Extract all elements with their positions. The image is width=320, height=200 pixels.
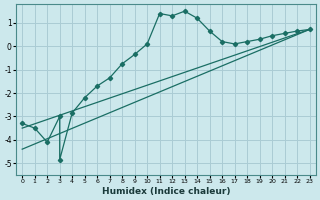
X-axis label: Humidex (Indice chaleur): Humidex (Indice chaleur) bbox=[102, 187, 230, 196]
